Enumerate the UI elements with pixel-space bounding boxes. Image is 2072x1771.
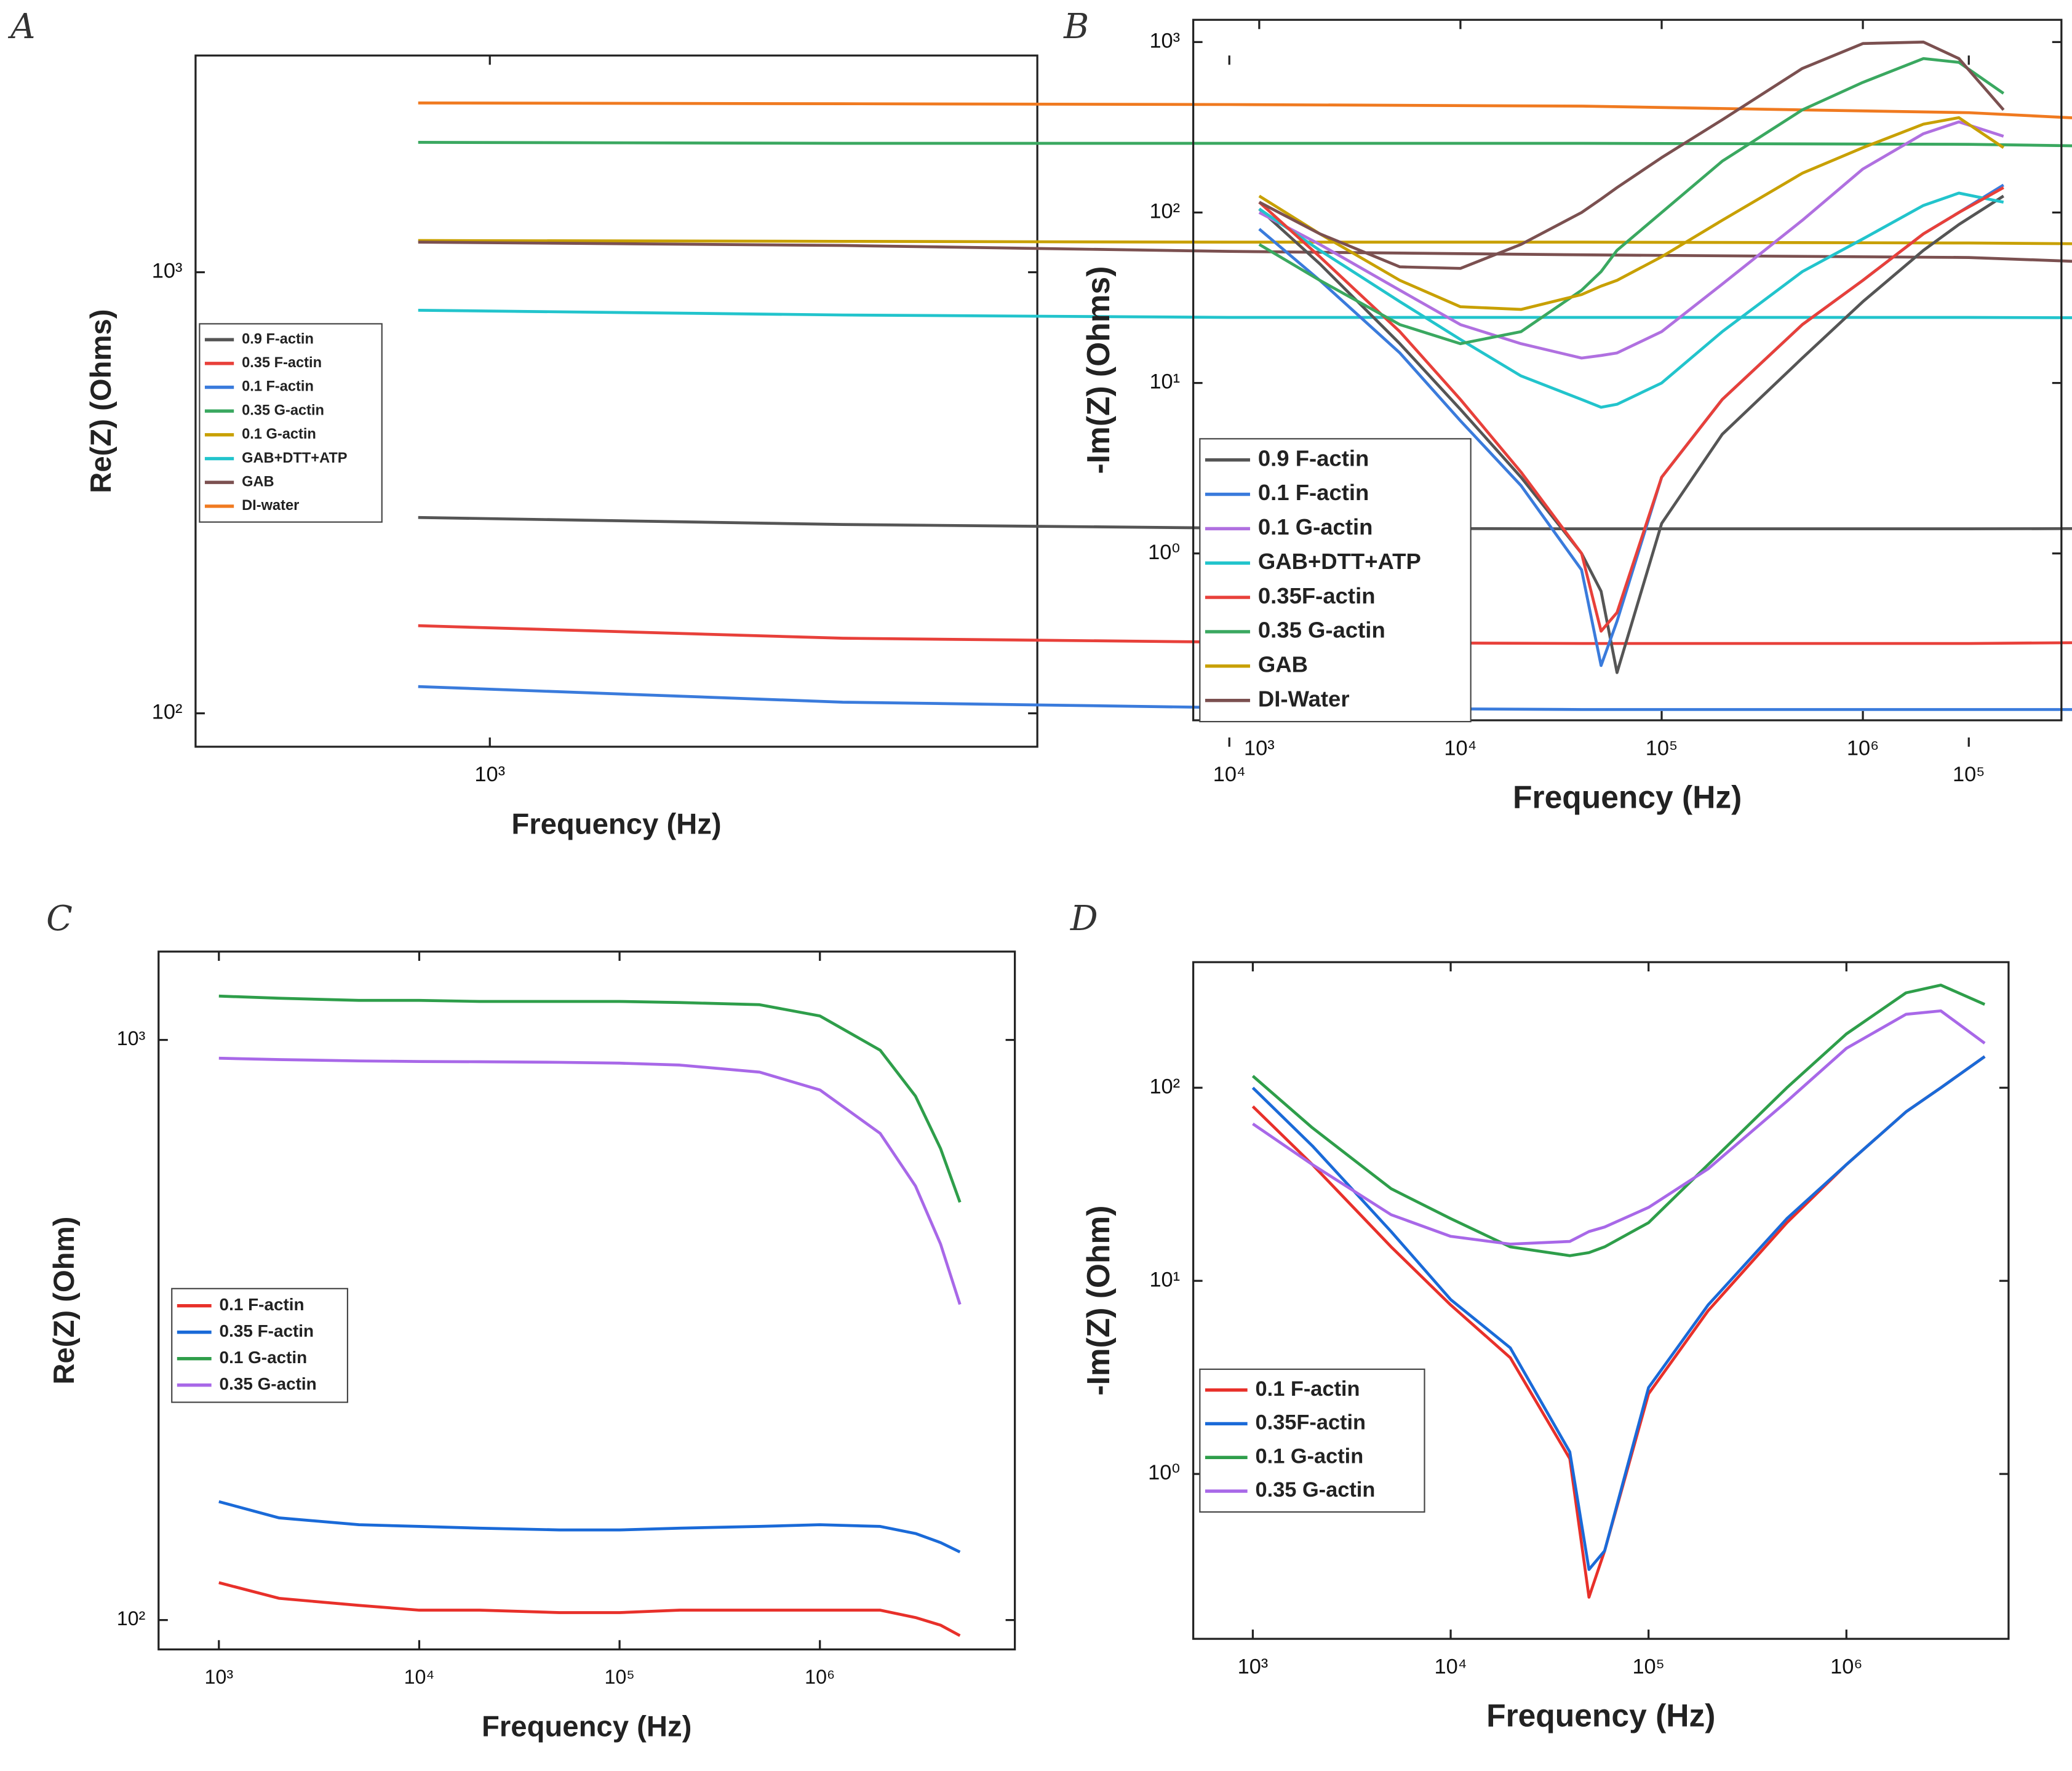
series-line	[418, 241, 2072, 263]
series-line	[1252, 1009, 1986, 1246]
legend-label: 0.1 G-actin	[1256, 1444, 1364, 1468]
x-axis-label: Frequency (Hz)	[1486, 1698, 1715, 1733]
y-tick-label: 10²	[1149, 1075, 1180, 1098]
x-tick-label: 10⁵	[1646, 736, 1678, 760]
panel-label: B	[1063, 7, 1089, 47]
x-tick-label: 10³	[1244, 736, 1275, 760]
legend-box	[199, 323, 383, 523]
y-tick-label: 10²	[117, 1607, 146, 1630]
series-line	[218, 994, 962, 1203]
legend-label: 0.9 F-actin	[242, 331, 314, 347]
panel-label: C	[46, 899, 73, 939]
legend-label: DI-water	[242, 498, 299, 514]
series-line	[418, 624, 2072, 645]
x-tick-label: 10³	[204, 1666, 233, 1688]
y-axis-label: -Im(Z) (Ohms)	[1080, 266, 1116, 474]
x-tick-label: 10³	[1238, 1655, 1269, 1678]
series-line	[1258, 186, 2004, 633]
x-tick-label: 10⁴	[1213, 763, 1246, 786]
series-line	[418, 101, 2072, 119]
series-line	[218, 1056, 962, 1305]
y-axis-label: -Im(Z) (Ohm)	[1080, 1206, 1116, 1396]
legend-label: GAB+DTT+ATP	[242, 450, 347, 466]
series-line	[1258, 191, 2004, 409]
x-tick-label: 10⁵	[604, 1666, 634, 1688]
series-line	[1258, 116, 2005, 311]
series-line	[1258, 194, 2004, 674]
legend-label: GAB+DTT+ATP	[1258, 549, 1421, 574]
x-tick-label: 10⁵	[1953, 763, 1985, 786]
x-tick-label: 10³	[474, 763, 505, 786]
series-line	[418, 141, 2072, 148]
plot-frame	[194, 54, 1038, 748]
series-line	[418, 685, 2072, 711]
panel-label: A	[7, 7, 35, 47]
series-line	[1251, 1055, 1986, 1571]
y-axis-label: Re(Z) (Ohms)	[85, 309, 118, 493]
legend-label: 0.35 F-actin	[242, 355, 322, 371]
y-tick-label: 10¹	[1149, 1268, 1180, 1291]
x-tick-label: 10⁶	[1830, 1655, 1862, 1678]
legend-label: 0.1 F-actin	[242, 379, 314, 395]
y-tick-label: 10²	[1149, 200, 1180, 223]
series-line	[1258, 120, 2004, 360]
legend-label: 0.35 G-actin	[1258, 618, 1385, 643]
panel-label: D	[1070, 899, 1098, 939]
x-tick-label: 10⁶	[805, 1666, 835, 1688]
plot-frame	[157, 950, 1016, 1650]
series-line	[1251, 984, 1986, 1257]
legend-label: GAB	[242, 474, 274, 490]
series-line	[418, 515, 2072, 531]
y-tick-label: 10⁰	[1148, 541, 1180, 564]
legend-label: 0.1 F-actin	[220, 1295, 305, 1314]
x-tick-label: 10⁴	[404, 1666, 435, 1688]
legend-label: 0.1 G-actin	[1258, 514, 1373, 539]
series-line	[418, 239, 2072, 245]
y-tick-label: 10⁰	[1148, 1461, 1180, 1484]
legend-label: 0.1 G-actin	[242, 426, 316, 442]
plot-frame	[1192, 961, 2010, 1640]
y-tick-label: 10³	[152, 260, 183, 283]
legend-label: GAB	[1258, 651, 1308, 677]
legend-label: 0.9 F-actin	[1258, 445, 1369, 471]
series-line	[1258, 57, 2005, 346]
legend-label: 0.1 F-actin	[1256, 1377, 1360, 1401]
x-tick-label: 10⁵	[1632, 1655, 1664, 1678]
legend-label: 0.35F-actin	[1256, 1411, 1366, 1435]
y-tick-label: 10³	[117, 1027, 146, 1049]
series-line	[1258, 40, 2005, 270]
legend-box	[171, 1287, 348, 1403]
x-tick-label: 10⁴	[1435, 1655, 1467, 1678]
legend-label: DI-Water	[1258, 686, 1350, 711]
y-tick-label: 10¹	[1149, 370, 1180, 394]
legend-label: 0.1 G-actin	[220, 1348, 308, 1367]
legend-label: 0.35 G-actin	[1256, 1478, 1376, 1502]
legend-label: 0.35 G-actin	[242, 402, 324, 418]
x-tick-label: 10⁶	[1847, 736, 1879, 760]
legend-box	[1199, 438, 1472, 723]
x-axis-label: Frequency (Hz)	[511, 808, 721, 840]
series-line	[218, 1500, 961, 1554]
legend-label: 0.35 F-actin	[220, 1321, 314, 1340]
legend-label: 0.35 G-actin	[220, 1374, 317, 1393]
plot-frame	[1192, 18, 2063, 722]
y-tick-label: 10³	[1149, 29, 1180, 52]
series-line	[418, 308, 2072, 319]
legend-label: 0.1 F-actin	[1258, 480, 1369, 505]
legend-box	[1199, 1368, 1425, 1513]
y-tick-label: 10²	[152, 701, 183, 724]
x-axis-label: Frequency (Hz)	[1513, 779, 1742, 814]
legend-label: 0.35F-actin	[1258, 583, 1376, 608]
x-axis-label: Frequency (Hz)	[482, 1711, 691, 1743]
y-axis-label: Re(Z) (Ohm)	[48, 1217, 81, 1385]
series-line	[218, 1581, 961, 1638]
x-tick-label: 10⁴	[1444, 736, 1476, 760]
